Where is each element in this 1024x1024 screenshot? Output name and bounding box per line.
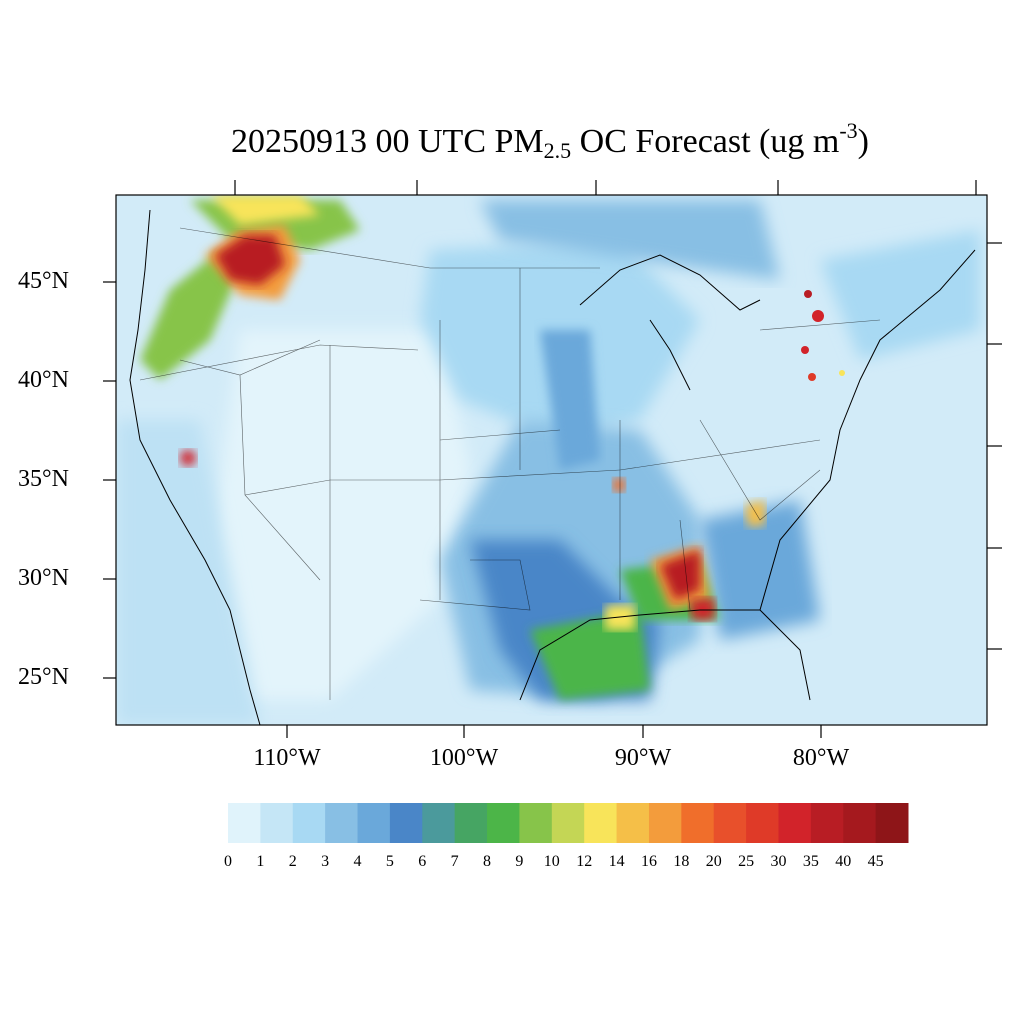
colorbar-swatch xyxy=(325,803,359,843)
field-northeast xyxy=(820,230,980,360)
lon-label-90: 90°W xyxy=(614,745,672,771)
pacific-northwest-plume xyxy=(140,250,240,380)
colorbar-label: 45 xyxy=(867,853,884,870)
colorbar-swatch xyxy=(875,803,909,843)
colorbar-label: 4 xyxy=(353,853,362,870)
colorbar xyxy=(228,803,909,843)
colorbar-label: 1 xyxy=(256,853,265,870)
colorbar-swatch xyxy=(616,803,650,843)
colorbar-swatch xyxy=(228,803,261,843)
colorbar-swatch xyxy=(551,803,585,843)
field-mississippi xyxy=(540,330,600,470)
colorbar-swatch xyxy=(713,803,747,843)
colorbar-label: 12 xyxy=(576,853,593,870)
colorbar-swatch xyxy=(584,803,618,843)
colorbar-swatch xyxy=(292,803,326,843)
field-clean-west xyxy=(210,330,470,700)
colorbar-label: 9 xyxy=(515,853,524,870)
lat-label-30: 30°N xyxy=(18,565,69,591)
colorbar-label: 14 xyxy=(608,853,625,870)
colorbar-label: 18 xyxy=(673,853,690,870)
colorbar-swatch xyxy=(843,803,877,843)
field-southeast xyxy=(700,500,820,640)
colorbar-label: 20 xyxy=(705,853,722,870)
map-title: 20250913 00 UTC PM2.5 OC Forecast (ug m-… xyxy=(231,118,869,163)
colorbar-swatch xyxy=(746,803,779,843)
lat-label-35: 35°N xyxy=(18,466,69,492)
colorbar-swatch xyxy=(778,803,812,843)
lon-label-110: 110°W xyxy=(253,745,321,771)
colorbar-swatch xyxy=(681,803,715,843)
colorbar-label: 3 xyxy=(321,853,330,870)
colorbar-swatch xyxy=(648,803,682,843)
gulf-coast-plume xyxy=(530,610,650,700)
colorbar-label: 0 xyxy=(224,853,232,870)
southern-california-fire xyxy=(180,450,196,466)
field-canada-border xyxy=(480,200,780,280)
colorbar-swatch xyxy=(389,803,423,843)
colorbar-label: 40 xyxy=(835,853,852,870)
colorbar-label: 6 xyxy=(418,853,427,870)
lat-label-40: 40°N xyxy=(18,367,69,393)
colorbar-label: 35 xyxy=(802,853,819,870)
colorbar-label: 8 xyxy=(483,853,492,870)
colorbar-swatch xyxy=(519,803,553,843)
colorbar-label: 30 xyxy=(770,853,787,870)
colorbar-swatch xyxy=(260,803,294,843)
colorbar-label: 2 xyxy=(288,853,297,870)
field-pacific xyxy=(116,420,260,725)
colorbar-label: 16 xyxy=(640,853,657,870)
northeast-fires xyxy=(812,310,824,322)
colorbar-label: 25 xyxy=(738,853,755,870)
colorbar-swatch xyxy=(487,803,520,843)
colorbar-swatch xyxy=(422,803,456,843)
map-frame xyxy=(115,194,988,726)
lon-label-80: 80°W xyxy=(792,745,850,771)
colorbar-swatch xyxy=(357,803,391,843)
colorbar-swatch xyxy=(810,803,844,843)
axis-ticks xyxy=(103,180,1002,738)
colorbar-label: 5 xyxy=(385,853,394,870)
colorbar-swatch xyxy=(454,803,488,843)
state-borders xyxy=(139,227,881,700)
colorbar-label: 10 xyxy=(543,853,560,870)
lat-label-25: 25°N xyxy=(18,664,69,690)
lon-label-100: 100°W xyxy=(429,745,499,771)
lat-label-45: 45°N xyxy=(18,268,69,294)
coastlines xyxy=(129,209,976,725)
map-field xyxy=(116,195,987,725)
colorbar-label: 7 xyxy=(450,853,459,870)
